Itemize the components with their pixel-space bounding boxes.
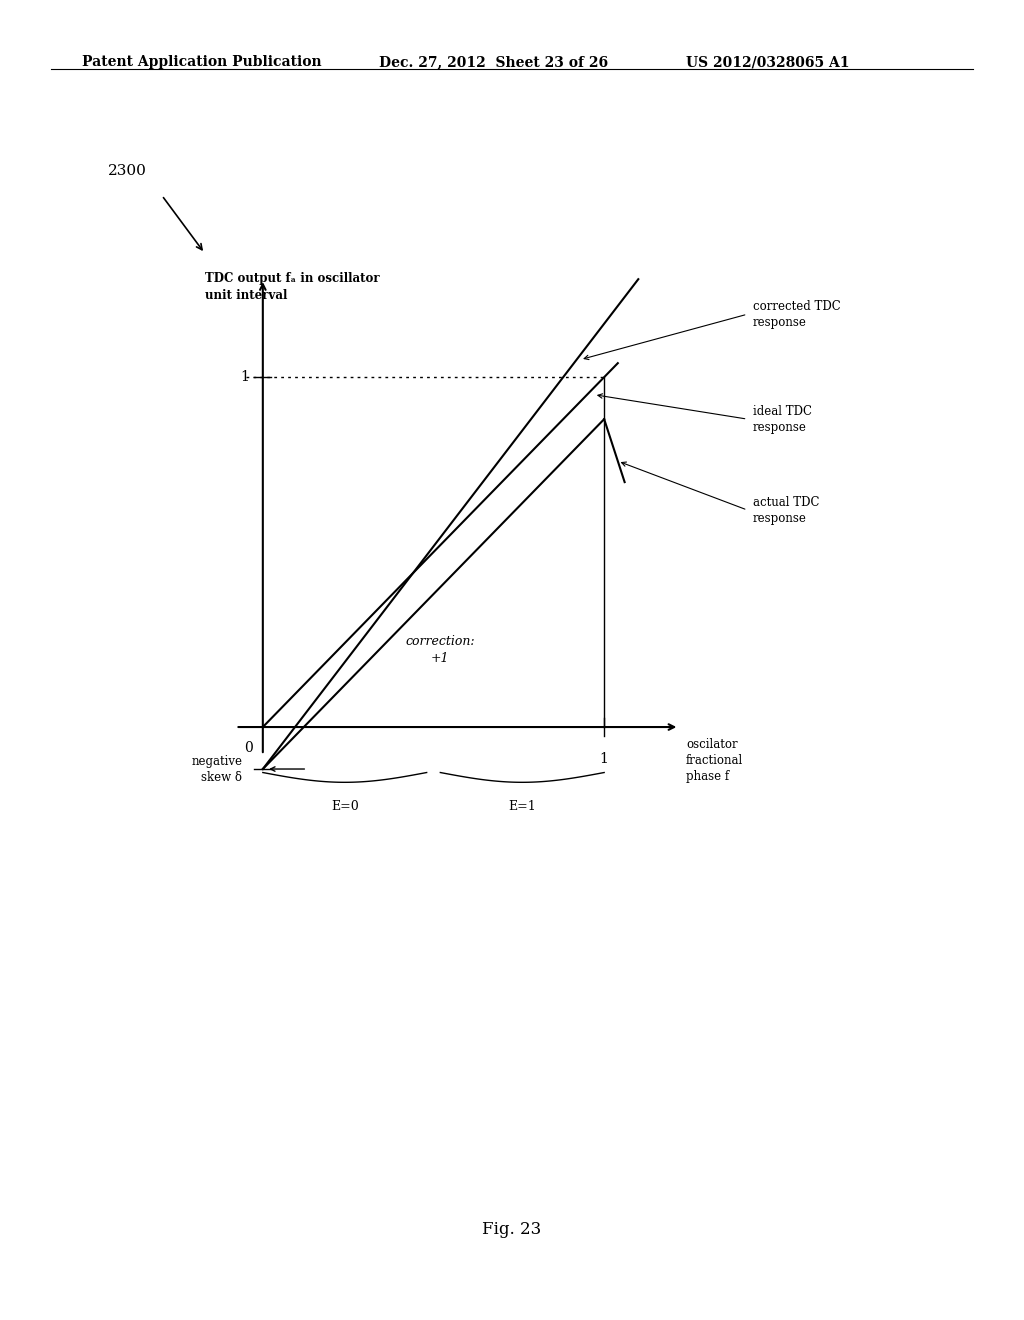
Text: Fig. 23: Fig. 23: [482, 1221, 542, 1238]
Text: E=1: E=1: [508, 800, 537, 813]
Text: Patent Application Publication: Patent Application Publication: [82, 55, 322, 70]
Text: 1: 1: [600, 751, 608, 766]
Text: Dec. 27, 2012  Sheet 23 of 26: Dec. 27, 2012 Sheet 23 of 26: [379, 55, 608, 70]
Text: 2300: 2300: [108, 164, 146, 178]
Text: correction:
+1: correction: +1: [406, 635, 475, 665]
Text: E=0: E=0: [331, 800, 358, 813]
Text: US 2012/0328065 A1: US 2012/0328065 A1: [686, 55, 850, 70]
Text: corrected TDC
response: corrected TDC response: [753, 300, 841, 329]
Text: oscilator
fractional
phase f: oscilator fractional phase f: [686, 738, 743, 783]
Text: TDC output fₐ in oscillator
unit interval: TDC output fₐ in oscillator unit interva…: [205, 272, 380, 302]
Text: ideal TDC
response: ideal TDC response: [753, 405, 812, 434]
Text: 0: 0: [244, 741, 253, 755]
Text: negative
skew δ: negative skew δ: [191, 755, 243, 784]
Text: actual TDC
response: actual TDC response: [753, 495, 819, 524]
Text: 1: 1: [241, 370, 249, 384]
